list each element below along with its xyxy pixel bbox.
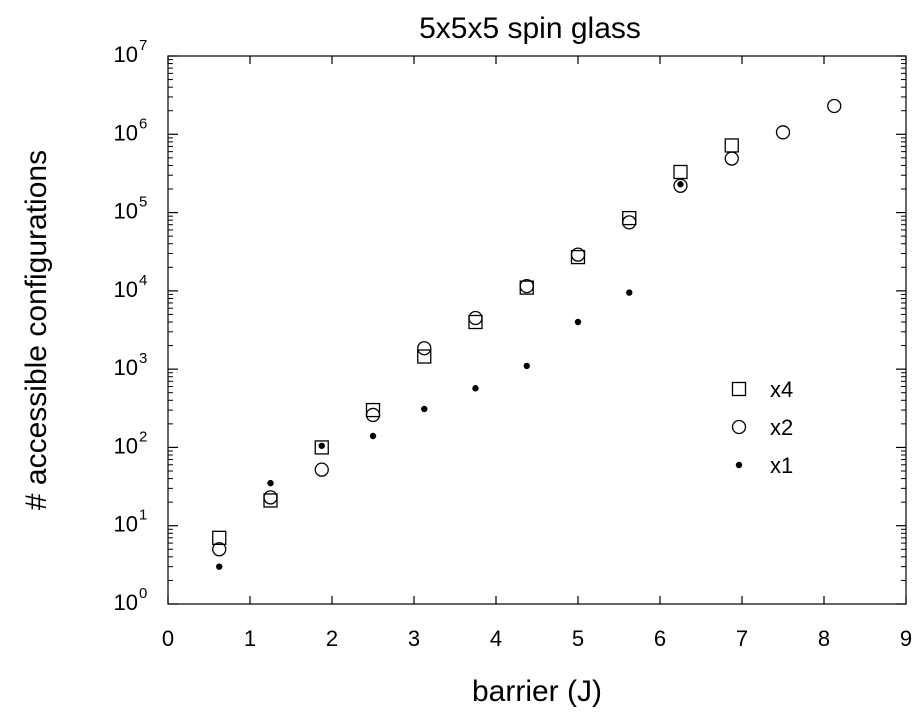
- point-x4: [314, 440, 329, 455]
- legend-label-x4: x4: [770, 377, 793, 402]
- point-x1: [369, 432, 377, 440]
- point-x2: [827, 98, 842, 114]
- point-x4: [673, 164, 688, 180]
- x-tick-label: 2: [326, 626, 338, 651]
- y-tick-label: 10: [114, 433, 138, 458]
- point-x2: [622, 215, 637, 230]
- point-x4: [622, 210, 637, 226]
- y-axis-label: # accessible configurations: [20, 150, 53, 510]
- plot-frame: [167, 55, 907, 605]
- point-x4: [724, 138, 739, 153]
- chart-title: 5x5x5 spin glass: [419, 12, 641, 45]
- point-x2: [365, 407, 381, 423]
- x-tick-label: 9: [900, 626, 912, 651]
- y-tick-label: 10: [114, 277, 138, 302]
- x-tick-label: 0: [162, 626, 174, 651]
- point-x1: [421, 405, 428, 413]
- y-tick-exponent: 0: [139, 585, 147, 602]
- point-x4: [365, 402, 381, 418]
- point-x1: [626, 289, 633, 296]
- data-points: [212, 98, 842, 570]
- y-minor-ticks: [168, 59, 906, 581]
- legend-marker-x2: [731, 419, 747, 435]
- y-tick-label: 10: [114, 512, 138, 537]
- point-x2: [314, 462, 329, 477]
- x-axis-label: barrier (J): [472, 675, 602, 708]
- legend: x4 x2 x1: [731, 377, 793, 478]
- legend-marker-x1: [735, 461, 743, 469]
- x-tick-label: 4: [490, 626, 502, 651]
- point-x1: [472, 385, 479, 392]
- point-x4: [212, 530, 227, 545]
- y-tick-label: 10: [114, 199, 138, 224]
- x-tick-label: 1: [244, 626, 256, 651]
- x-tick-label: 7: [736, 626, 748, 651]
- point-x1: [216, 563, 223, 570]
- x-axis-ticks: 0 1 2 3 4 5 6 7 8 9: [162, 56, 912, 651]
- x-tick-label: 6: [654, 626, 666, 651]
- y-tick-exponent: 7: [139, 37, 147, 54]
- legend-label-x1: x1: [770, 453, 793, 478]
- point-x1: [574, 318, 582, 326]
- legend-marker-x4: [731, 381, 747, 397]
- y-tick-exponent: 1: [139, 507, 147, 524]
- point-x2: [519, 278, 534, 294]
- legend-label-x2: x2: [770, 415, 793, 440]
- y-tick-label: 10: [114, 42, 138, 67]
- point-x1: [267, 479, 274, 487]
- point-x2: [263, 490, 278, 505]
- y-tick-exponent: 3: [139, 350, 147, 367]
- y-tick-exponent: 4: [139, 272, 147, 289]
- point-x2: [673, 178, 688, 193]
- point-x4: [417, 349, 432, 364]
- y-tick-exponent: 5: [139, 194, 147, 211]
- y-tick-label: 10: [114, 120, 138, 145]
- y-tick-label: 10: [114, 590, 138, 615]
- point-x2: [417, 341, 432, 356]
- point-x2: [724, 151, 739, 166]
- y-tick-exponent: 6: [139, 115, 147, 132]
- point-x1: [318, 442, 325, 449]
- point-x4: [263, 493, 278, 508]
- point-x1: [523, 362, 530, 370]
- x-tick-label: 3: [408, 626, 420, 651]
- point-x2: [212, 542, 227, 557]
- y-tick-exponent: 2: [139, 428, 147, 445]
- point-x4: [468, 314, 483, 330]
- x-tick-label: 8: [818, 626, 830, 651]
- point-x2: [570, 247, 586, 262]
- x-tick-label: 5: [572, 626, 584, 651]
- point-x2: [775, 125, 791, 140]
- point-x2: [468, 310, 483, 326]
- y-tick-label: 10: [114, 355, 138, 380]
- point-x1: [677, 181, 684, 188]
